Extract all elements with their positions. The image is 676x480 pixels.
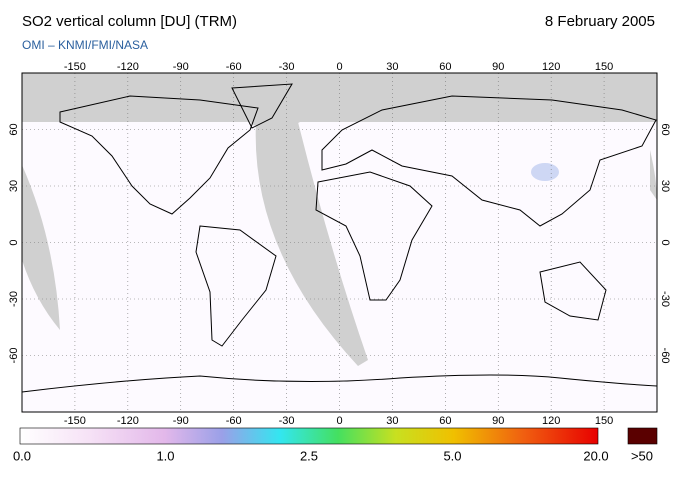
- latitude-label: 30: [8, 180, 20, 192]
- latitude-label: -60: [8, 348, 20, 364]
- longitude-label: -60: [226, 415, 242, 427]
- longitude-label: -30: [279, 415, 295, 427]
- coastline: [539, 261, 607, 321]
- longitude-label: -90: [173, 61, 189, 73]
- colorbar-label: 20.0: [583, 448, 608, 463]
- colorbar-label: 5.0: [443, 448, 461, 463]
- longitude-label: 90: [492, 415, 504, 427]
- coastline: [315, 171, 433, 301]
- colorbar-overflow: [627, 427, 658, 445]
- map: [22, 73, 657, 412]
- date: 8 February 2005: [545, 13, 655, 30]
- coastline: [195, 225, 277, 347]
- title: SO2 vertical column [DU] (TRM): [22, 13, 237, 30]
- longitude-label: 30: [386, 415, 398, 427]
- latitude-label: -30: [8, 291, 20, 307]
- coastline: [59, 95, 259, 215]
- longitude-label: -30: [279, 61, 295, 73]
- longitude-label: -150: [64, 61, 86, 73]
- longitude-label: -150: [64, 415, 86, 427]
- longitude-label: 60: [439, 415, 451, 427]
- latitude-label: 30: [659, 180, 671, 192]
- coastline: [321, 95, 657, 227]
- colorbar-overflow-label: >50: [631, 448, 653, 463]
- colorbar-label: 2.5: [300, 448, 318, 463]
- longitude-label: -120: [117, 61, 139, 73]
- longitude-label: 120: [542, 61, 560, 73]
- coastline: [22, 374, 657, 393]
- terminator-band: [22, 165, 60, 330]
- longitude-label: 90: [492, 61, 504, 73]
- longitude-label: -60: [226, 61, 242, 73]
- terminator-band: [255, 122, 368, 366]
- longitude-label: 60: [439, 61, 451, 73]
- latitude-label: 60: [8, 123, 20, 135]
- colorbar: [19, 427, 599, 445]
- map-frame: [21, 72, 658, 413]
- longitude-label: 0: [336, 61, 342, 73]
- latitude-label: -30: [659, 291, 671, 307]
- longitude-label: 150: [595, 61, 613, 73]
- longitude-label: 30: [386, 61, 398, 73]
- terminator-band: [650, 150, 657, 200]
- longitude-label: 150: [595, 415, 613, 427]
- latitude-label: 0: [659, 239, 671, 245]
- colorbar-label: 0.0: [13, 448, 31, 463]
- latitude-label: 0: [8, 239, 20, 245]
- longitude-label: 120: [542, 415, 560, 427]
- longitude-label: 0: [336, 415, 342, 427]
- latitude-label: 60: [659, 123, 671, 135]
- source: OMI – KNMI/FMI/NASA: [22, 38, 148, 52]
- so2-signal: [531, 163, 559, 181]
- coastline: [231, 83, 293, 129]
- longitude-label: -120: [117, 415, 139, 427]
- colorbar-label: 1.0: [156, 448, 174, 463]
- latitude-label: -60: [659, 348, 671, 364]
- longitude-label: -90: [173, 415, 189, 427]
